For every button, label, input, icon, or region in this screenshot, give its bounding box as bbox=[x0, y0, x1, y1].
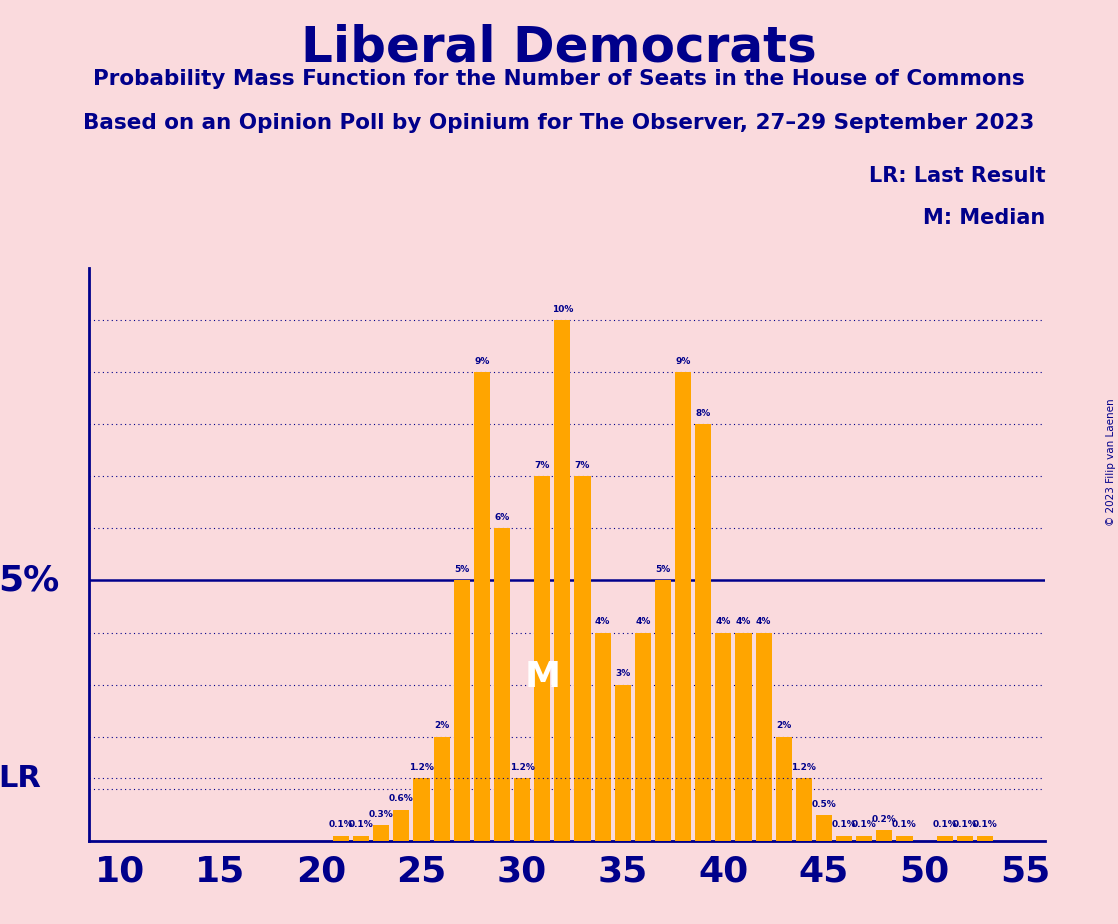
Text: 0.1%: 0.1% bbox=[892, 821, 917, 830]
Text: 2%: 2% bbox=[776, 722, 792, 731]
Bar bbox=[756, 633, 771, 841]
Bar bbox=[937, 835, 953, 841]
Text: 0.2%: 0.2% bbox=[872, 815, 897, 824]
Text: 4%: 4% bbox=[736, 617, 751, 626]
Text: 4%: 4% bbox=[635, 617, 651, 626]
Text: 7%: 7% bbox=[534, 461, 550, 470]
Text: 4%: 4% bbox=[716, 617, 731, 626]
Bar bbox=[816, 815, 832, 841]
Text: 0.5%: 0.5% bbox=[812, 799, 836, 808]
Text: 5%: 5% bbox=[0, 564, 60, 598]
Text: 0.1%: 0.1% bbox=[329, 821, 353, 830]
Bar bbox=[333, 835, 349, 841]
Text: 0.1%: 0.1% bbox=[832, 821, 856, 830]
Bar bbox=[555, 320, 570, 841]
Bar bbox=[394, 809, 409, 841]
Text: 0.1%: 0.1% bbox=[953, 821, 977, 830]
Text: 5%: 5% bbox=[454, 565, 470, 574]
Bar bbox=[897, 835, 912, 841]
Text: 7%: 7% bbox=[575, 461, 590, 470]
Bar bbox=[635, 633, 651, 841]
Bar bbox=[615, 685, 631, 841]
Text: 1.2%: 1.2% bbox=[409, 763, 434, 772]
Text: 4%: 4% bbox=[756, 617, 771, 626]
Bar bbox=[977, 835, 993, 841]
Text: 0.6%: 0.6% bbox=[389, 795, 414, 803]
Bar bbox=[877, 831, 892, 841]
Text: 6%: 6% bbox=[494, 513, 510, 522]
Bar bbox=[675, 372, 691, 841]
Bar bbox=[716, 633, 731, 841]
Text: 0.1%: 0.1% bbox=[932, 821, 957, 830]
Bar bbox=[373, 825, 389, 841]
Bar bbox=[695, 424, 711, 841]
Text: 2%: 2% bbox=[434, 722, 449, 731]
Text: 10%: 10% bbox=[551, 305, 574, 314]
Bar bbox=[353, 835, 369, 841]
Text: M: Median: M: Median bbox=[923, 208, 1045, 228]
Bar bbox=[736, 633, 751, 841]
Text: 1.2%: 1.2% bbox=[792, 763, 816, 772]
Text: LR: Last Result: LR: Last Result bbox=[869, 166, 1045, 187]
Text: M: M bbox=[524, 660, 560, 694]
Text: © 2023 Filip van Laenen: © 2023 Filip van Laenen bbox=[1106, 398, 1116, 526]
Text: Probability Mass Function for the Number of Seats in the House of Commons: Probability Mass Function for the Number… bbox=[93, 69, 1025, 90]
Text: 9%: 9% bbox=[675, 357, 691, 366]
Bar bbox=[655, 580, 671, 841]
Text: LR: LR bbox=[0, 764, 41, 793]
Text: Liberal Democrats: Liberal Democrats bbox=[301, 23, 817, 71]
Text: 0.1%: 0.1% bbox=[349, 821, 373, 830]
Text: 0.1%: 0.1% bbox=[973, 821, 997, 830]
Bar bbox=[836, 835, 852, 841]
Text: 5%: 5% bbox=[655, 565, 671, 574]
Bar bbox=[474, 372, 490, 841]
Bar bbox=[514, 778, 530, 841]
Text: 4%: 4% bbox=[595, 617, 610, 626]
Text: 0.1%: 0.1% bbox=[852, 821, 877, 830]
Text: 1.2%: 1.2% bbox=[510, 763, 534, 772]
Bar bbox=[575, 476, 590, 841]
Bar bbox=[494, 529, 510, 841]
Text: 0.3%: 0.3% bbox=[369, 810, 394, 819]
Text: 8%: 8% bbox=[695, 409, 711, 418]
Text: Based on an Opinion Poll by Opinium for The Observer, 27–29 September 2023: Based on an Opinion Poll by Opinium for … bbox=[84, 113, 1034, 133]
Bar bbox=[454, 580, 470, 841]
Bar bbox=[534, 476, 550, 841]
Text: 9%: 9% bbox=[474, 357, 490, 366]
Text: 3%: 3% bbox=[615, 669, 631, 678]
Bar bbox=[434, 736, 449, 841]
Bar bbox=[957, 835, 973, 841]
Bar bbox=[796, 778, 812, 841]
Bar bbox=[776, 736, 792, 841]
Bar bbox=[414, 778, 429, 841]
Bar bbox=[856, 835, 872, 841]
Bar bbox=[595, 633, 610, 841]
